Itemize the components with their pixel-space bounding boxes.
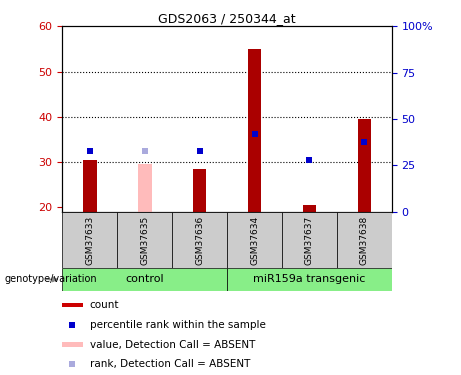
Point (251, 131, 258, 137)
Text: GSM37638: GSM37638 (360, 215, 369, 265)
Text: control: control (125, 274, 164, 284)
Point (68, 322, 76, 328)
Point (141, 148, 148, 154)
Point (68, 362, 76, 368)
Bar (358, 119, 371, 212)
Text: rank, Detection Call = ABSENT: rank, Detection Call = ABSENT (89, 360, 250, 369)
Point (86, 148, 94, 154)
Bar (62, 212, 117, 268)
Bar (282, 212, 337, 268)
Bar (302, 205, 316, 212)
Text: genotype/variation: genotype/variation (5, 274, 97, 284)
Bar (193, 169, 207, 212)
Bar (83, 160, 96, 212)
Text: GSM37635: GSM37635 (140, 215, 149, 265)
Point (196, 148, 203, 154)
Text: percentile rank within the sample: percentile rank within the sample (89, 320, 266, 330)
Bar (138, 164, 152, 212)
Title: GDS2063 / 250344_at: GDS2063 / 250344_at (158, 12, 296, 25)
Text: miR159a transgenic: miR159a transgenic (253, 274, 366, 284)
Bar (227, 212, 282, 268)
Text: GSM37633: GSM37633 (85, 215, 94, 265)
Text: GSM37634: GSM37634 (250, 215, 259, 265)
Text: count: count (89, 300, 119, 310)
Text: GSM37636: GSM37636 (195, 215, 204, 265)
Bar (337, 212, 392, 268)
Bar (117, 212, 172, 268)
Bar (62, 268, 227, 291)
Bar (61, 303, 83, 307)
Text: GSM37637: GSM37637 (305, 215, 314, 265)
Point (361, 139, 368, 145)
Bar (61, 342, 83, 347)
Bar (248, 49, 261, 212)
Point (306, 157, 313, 163)
Text: value, Detection Call = ABSENT: value, Detection Call = ABSENT (89, 340, 255, 350)
Bar (172, 212, 227, 268)
Bar (227, 268, 392, 291)
